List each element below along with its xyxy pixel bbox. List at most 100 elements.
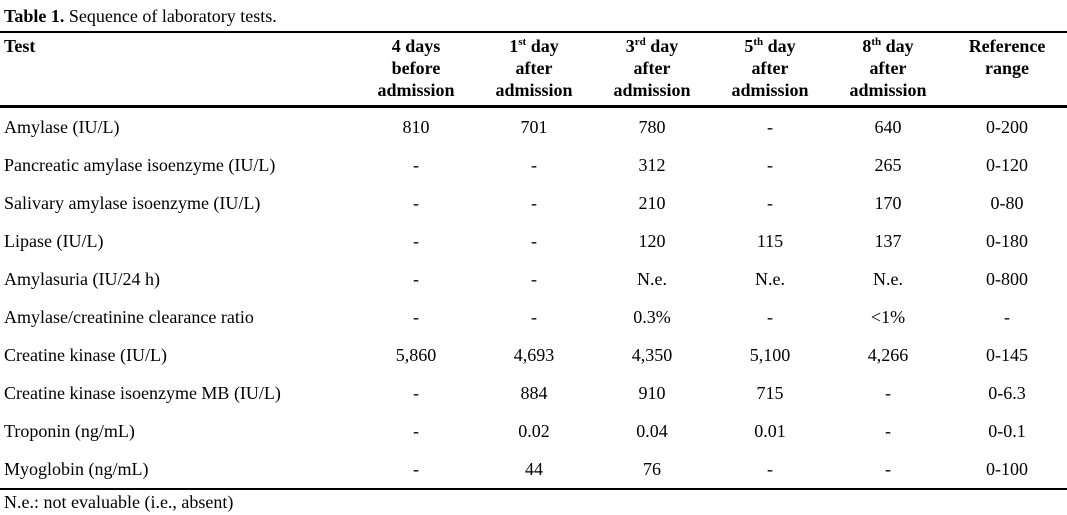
cell-value: - <box>767 116 773 137</box>
table-row: Pancreatic amylase isoenzyme (IU/L) - - … <box>0 146 1067 184</box>
header-line3: admission <box>495 80 573 100</box>
header-text: 4 days <box>391 36 441 56</box>
cell-value: 701 <box>520 116 548 137</box>
cell-value: 170 <box>874 192 902 213</box>
column-header-reference-range: Reference range <box>947 32 1067 108</box>
test-name: Amylasuria (IU/24 h) <box>4 268 160 289</box>
cell-value: 0-0.1 <box>988 420 1026 441</box>
header-text: day <box>645 36 679 56</box>
table-caption-text: Sequence of laboratory tests. <box>64 6 277 26</box>
cell-value: 715 <box>756 382 784 403</box>
cell-value: - <box>413 154 419 175</box>
cell-value: - <box>829 450 947 490</box>
header-line3: admission <box>613 80 691 100</box>
cell-value: <1% <box>870 306 906 327</box>
cell-value: 884 <box>520 382 548 403</box>
header-line3: admission <box>377 80 455 100</box>
cell-value: - <box>413 420 419 441</box>
header-line2: after <box>633 58 671 78</box>
header-line1: 5th day <box>711 35 829 57</box>
cell-value: 5,860 <box>395 344 437 365</box>
column-header-day5-after: 5th day after admission <box>711 32 829 108</box>
test-name: Myoglobin (ng/mL) <box>0 450 357 490</box>
header-text: day <box>881 36 914 56</box>
cell-value: - <box>767 306 773 327</box>
header-sup: rd <box>634 36 646 48</box>
cell-value: - <box>531 192 537 213</box>
table-row: Amylase/creatinine clearance ratio - - 0… <box>0 298 1067 336</box>
cell-value: 780 <box>638 116 666 137</box>
cell-value: 0.01 <box>754 420 786 441</box>
cell-value: - <box>885 420 891 441</box>
cell-value: - <box>531 154 537 175</box>
cell-value: 312 <box>638 154 666 175</box>
column-header-day3-after: 3rd day after admission <box>593 32 711 108</box>
cell-value: 640 <box>874 116 902 137</box>
cell-value: 0-200 <box>986 116 1028 137</box>
cell-value: 0-120 <box>986 154 1028 175</box>
header-text: day <box>763 36 796 56</box>
header-line2: after <box>751 58 789 78</box>
cell-value: 44 <box>475 450 593 490</box>
cell-value: 210 <box>638 192 666 213</box>
table-row: Troponin (ng/mL) - 0.02 0.04 0.01 - 0-0.… <box>0 412 1067 450</box>
cell-value: 0.04 <box>636 420 668 441</box>
cell-value: - <box>413 268 419 289</box>
cell-value: - <box>531 230 537 251</box>
header-line2: after <box>869 58 907 78</box>
cell-value: N.e. <box>755 268 785 289</box>
header-text: 5 <box>744 36 754 56</box>
header-line2: before <box>391 58 441 78</box>
cell-value: 0-145 <box>986 344 1028 365</box>
cell-value: 4,266 <box>867 344 909 365</box>
table-row: Creatine kinase (IU/L) 5,860 4,693 4,350… <box>0 336 1067 374</box>
cell-value: - <box>531 268 537 289</box>
cell-value: 4,693 <box>513 344 555 365</box>
cell-value: 910 <box>638 382 666 403</box>
test-name: Creatine kinase isoenzyme MB (IU/L) <box>4 382 281 403</box>
header-text: Reference <box>968 36 1046 56</box>
cell-value: 120 <box>638 230 666 251</box>
table-caption: Table 1. Sequence of laboratory tests. <box>0 0 1067 31</box>
footnote: N.e.: not evaluable (i.e., absent) <box>0 490 1067 515</box>
column-header-test: Test <box>0 32 357 108</box>
test-name: Lipase (IU/L) <box>4 230 104 251</box>
cell-value: - <box>711 450 829 490</box>
cell-value: N.e. <box>637 268 667 289</box>
header-line3: admission <box>731 80 809 100</box>
table-caption-label: Table 1. <box>4 6 65 26</box>
cell-value: 0-800 <box>986 268 1028 289</box>
test-name: Troponin (ng/mL) <box>4 420 135 441</box>
cell-value: 115 <box>756 230 784 251</box>
cell-value: 5,100 <box>749 344 791 365</box>
header-line2: after <box>515 58 553 78</box>
cell-value: - <box>413 382 419 403</box>
table-row: Lipase (IU/L) - - 120 115 137 0-180 <box>0 222 1067 260</box>
test-name: Salivary amylase isoenzyme (IU/L) <box>4 192 261 213</box>
header-text: 1 <box>509 36 519 56</box>
test-name: Creatine kinase (IU/L) <box>4 344 167 365</box>
cell-value: 137 <box>874 230 902 251</box>
cell-value: - <box>413 192 419 213</box>
header-text: 8 <box>862 36 872 56</box>
table-row: Amylase (IU/L) 810 701 780 - 640 0-200 <box>0 107 1067 147</box>
cell-value: - <box>413 230 419 251</box>
column-header-4days-before: 4 days before admission <box>357 32 475 108</box>
test-name: Amylase/creatinine clearance ratio <box>4 306 254 327</box>
cell-value: - <box>767 192 773 213</box>
cell-value: N.e. <box>873 268 903 289</box>
column-header-day1-after: 1st day after admission <box>475 32 593 108</box>
table-row: Myoglobin (ng/mL) - 44 76 - - 0-100 <box>0 450 1067 490</box>
header-sup: th <box>871 36 882 48</box>
cell-value: 76 <box>593 450 711 490</box>
cell-value: 0-180 <box>986 230 1028 251</box>
table-row: Creatine kinase isoenzyme MB (IU/L) - 88… <box>0 374 1067 412</box>
header-line1: 3rd day <box>593 35 711 57</box>
cell-value: - <box>413 306 419 327</box>
cell-value: 0.02 <box>518 420 550 441</box>
lab-tests-table: Test 4 days before admission 1st day aft… <box>0 31 1067 490</box>
cell-value: 265 <box>874 154 902 175</box>
cell-value: - <box>885 382 891 403</box>
cell-value: 0-6.3 <box>988 382 1026 403</box>
